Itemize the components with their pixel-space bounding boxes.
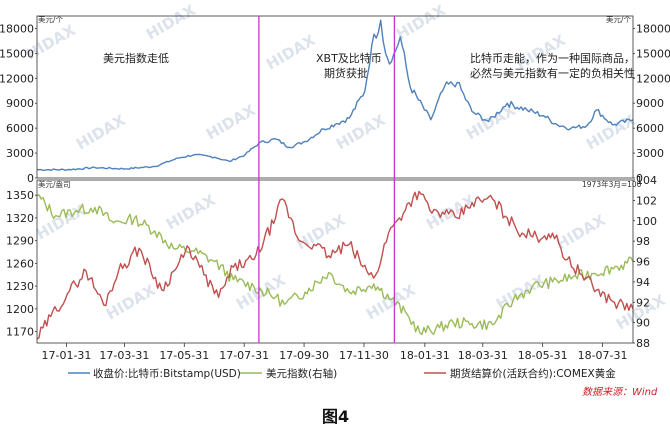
top-right-tick-label-6: 18000 bbox=[636, 22, 670, 35]
top-left-unit: 美元/个 bbox=[38, 14, 64, 24]
top-left-ticks: 0 3000 6000 9000 12000 15000 18000 bbox=[0, 22, 37, 185]
x-tick-label-2: 17-05-31 bbox=[159, 349, 209, 362]
legend-label-bitcoin: 收盘价:比特币:Bitstamp(USD) bbox=[93, 367, 241, 380]
legend-label-usd-index: 美元指数(右轴) bbox=[266, 367, 337, 380]
top-right-tick-label-1: 3000 bbox=[636, 147, 664, 160]
x-tick-label-7: 18-03-31 bbox=[458, 349, 508, 362]
bottom-right-tick-label-8: 104 bbox=[636, 174, 657, 187]
bottom-right-tick-label-3: 94 bbox=[636, 276, 650, 289]
top-left-tick-label-0: 0 bbox=[27, 172, 34, 185]
bottom-left-ticks: 1170 1200 1230 1260 1290 1320 1350 bbox=[6, 189, 37, 339]
x-tick-label-6: 18-01-31 bbox=[400, 349, 450, 362]
series-bitcoin-line bbox=[37, 19, 634, 172]
top-left-tick-label-4: 12000 bbox=[0, 72, 34, 85]
x-tick-label-3: 17-07-31 bbox=[219, 349, 269, 362]
bottom-right-tick-label-4: 96 bbox=[636, 256, 650, 269]
series-usd-index-line bbox=[36, 194, 634, 336]
top-series bbox=[37, 19, 634, 172]
bottom-right-unit: 1973年3月=100 bbox=[582, 179, 642, 189]
top-right-tick-label-5: 15000 bbox=[636, 47, 670, 60]
x-tick-label-9: 18-07-31 bbox=[578, 349, 628, 362]
x-tick-label-8: 18-05-31 bbox=[518, 349, 568, 362]
top-left-tick-label-2: 6000 bbox=[6, 122, 34, 135]
top-panel: 美元/个 美元/个 0 3000 6000 9000 12000 15000 18000 0… bbox=[0, 14, 670, 185]
figure-caption: 图4 bbox=[322, 407, 349, 426]
bottom-left-tick-label-4: 1290 bbox=[6, 235, 34, 248]
vertical-markers bbox=[258, 16, 396, 343]
annotation-corr-line1: 比特币走能，作为一种国际商品， bbox=[470, 51, 635, 65]
bottom-left-tick-label-3: 1260 bbox=[6, 257, 34, 270]
bottom-left-tick-label-2: 1230 bbox=[6, 280, 34, 293]
top-right-unit: 美元/个 bbox=[606, 14, 632, 24]
legend: 收盘价:比特币:Bitstamp(USD) 美元指数(右轴) 期货结算价(活跃合… bbox=[68, 367, 616, 380]
top-right-tick-label-0: 0 bbox=[636, 172, 643, 185]
bottom-right-tick-label-7: 102 bbox=[636, 194, 657, 207]
bottom-right-tick-label-2: 92 bbox=[636, 296, 650, 309]
x-tick-label-1: 17-03-31 bbox=[99, 349, 149, 362]
top-left-tick-label-1: 3000 bbox=[6, 147, 34, 160]
bottom-right-tick-label-5: 98 bbox=[636, 235, 650, 248]
top-annotations: 美元指数走低 XBT及比特币 期货获批 比特币走能，作为一种国际商品， 必然与美… bbox=[103, 51, 635, 80]
x-axis-ticks: 17-01-31 17-03-31 17-05-31 17-07-31 17-09-30… bbox=[41, 343, 628, 362]
annotation-xbt-line2: 期货获批 bbox=[324, 66, 368, 80]
bottom-right-tick-label-6: 100 bbox=[636, 215, 657, 228]
top-left-tick-label-6: 18000 bbox=[0, 22, 34, 35]
top-right-tick-label-4: 12000 bbox=[636, 72, 670, 85]
bottom-left-tick-label-1: 1200 bbox=[6, 303, 34, 316]
top-left-tick-label-3: 9000 bbox=[6, 97, 34, 110]
bottom-left-tick-label-6: 1350 bbox=[6, 189, 34, 202]
x-tick-label-0: 17-01-31 bbox=[41, 349, 91, 362]
x-tick-label-4: 17-09-30 bbox=[279, 349, 329, 362]
top-right-ticks: 0 3000 6000 9000 12000 15000 18000 bbox=[633, 22, 670, 185]
top-panel-frame bbox=[36, 15, 634, 179]
bottom-series bbox=[36, 190, 634, 340]
top-right-tick-label-2: 6000 bbox=[636, 122, 664, 135]
legend-label-gold: 期货结算价(活跃合约):COMEX黄金 bbox=[450, 367, 616, 380]
bottom-right-tick-label-1: 90 bbox=[636, 317, 650, 330]
bottom-left-tick-label-0: 1170 bbox=[6, 326, 34, 339]
data-source: 数据来源：Wind bbox=[582, 386, 658, 398]
top-left-tick-label-5: 15000 bbox=[0, 47, 34, 60]
series-gold-line bbox=[36, 190, 634, 340]
bottom-left-unit: 美元/盎司 bbox=[38, 179, 71, 189]
bottom-panel-frame bbox=[36, 179, 634, 344]
bottom-right-tick-label-0: 88 bbox=[636, 337, 650, 350]
annotation-xbt-line1: XBT及比特币 bbox=[316, 51, 382, 65]
top-right-tick-label-3: 9000 bbox=[636, 97, 664, 110]
annotation-corr-line2: 必然与美元指数有一定的负相关性 bbox=[470, 66, 635, 80]
bottom-left-tick-label-5: 1320 bbox=[6, 212, 34, 225]
panel-frames bbox=[36, 15, 634, 344]
x-tick-label-5: 17-11-30 bbox=[339, 349, 389, 362]
annotation-usd: 美元指数走低 bbox=[103, 51, 169, 65]
